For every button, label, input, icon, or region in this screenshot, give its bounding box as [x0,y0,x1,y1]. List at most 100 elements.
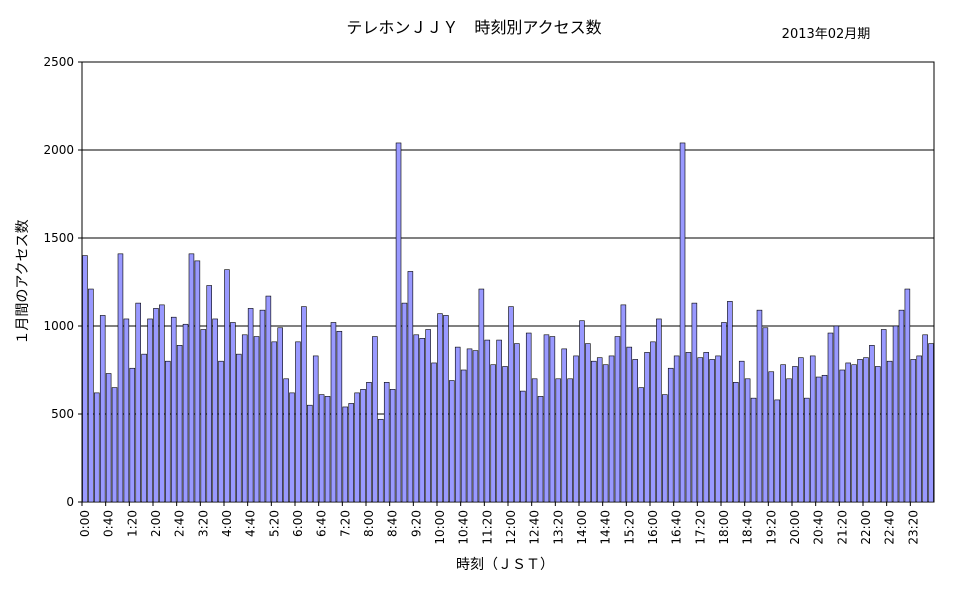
bar [922,334,928,503]
x-tick-label: 16:40 [670,510,684,545]
bar [804,397,810,503]
bar [342,406,349,503]
bar [449,380,455,503]
x-axis-label: 時刻（ＪＳＴ） [456,557,554,573]
bar [490,364,496,503]
x-tick-label: 9:20 [409,510,423,537]
bar [809,355,816,503]
bar [94,392,100,503]
bar [265,295,272,503]
bar [259,309,266,503]
bar [638,387,644,503]
bar [531,378,538,503]
bar [863,357,869,503]
bar [99,315,106,503]
bar [898,309,905,503]
bar [360,389,366,503]
bar [567,378,573,503]
x-tick-label: 11:20 [480,510,494,545]
bar [330,322,337,503]
bar [443,315,449,503]
bar [460,369,467,503]
bar [241,334,248,503]
x-tick-label: 19:20 [764,510,778,545]
bar [165,360,171,503]
bar [188,253,195,503]
bar [389,389,396,503]
x-tick-label: 1:20 [125,510,139,537]
bar [289,392,295,503]
bar [875,366,881,503]
bar [508,306,514,503]
chart-title: テレホンＪＪＹ 時刻別アクセス数 [346,18,601,37]
bar [312,355,319,503]
bar [407,271,414,503]
bar [851,364,857,503]
bar [253,336,260,503]
bar [454,346,461,503]
bar [401,302,408,503]
bar [721,322,727,503]
bar [170,316,177,503]
bar [928,343,934,503]
y-axis-label: １月間のアクセス数 [15,219,31,344]
bar [596,357,603,503]
bar [514,343,520,503]
y-tick-label: 1500 [43,231,74,245]
bar [271,341,278,503]
x-tick-label: 17:20 [693,510,707,545]
bar [283,378,289,503]
bar [537,396,544,503]
bar [141,353,147,503]
x-tick-label: 0:40 [102,510,116,537]
bar [224,269,230,503]
bar [336,330,343,503]
bar [549,336,556,503]
bar [88,288,94,503]
bar [123,318,130,503]
bar [667,367,674,503]
bar [662,394,668,503]
bar [561,348,567,503]
x-tick-label: 18:40 [741,510,755,545]
x-tick-label: 10:00 [433,510,447,545]
x-tick-label: 21:20 [835,510,849,545]
bar [176,345,183,503]
x-tick-label: 6:00 [291,510,305,537]
bar [614,336,621,503]
bar [786,378,792,503]
y-tick-label: 2000 [43,143,74,157]
bar [650,341,656,503]
bar [383,382,390,503]
bar [395,142,402,503]
bar [466,348,473,503]
x-tick-label: 6:40 [315,510,329,537]
bar [715,355,721,503]
bar [857,359,863,503]
bar [478,288,485,503]
bar [839,369,846,503]
bar [602,364,609,503]
bar [608,355,615,503]
x-tick-label: 8:40 [386,510,400,537]
x-tick-label: 12:40 [528,510,542,545]
bar [135,302,141,503]
y-tick-label: 0 [66,495,74,509]
bar [750,397,757,503]
x-tick-label: 10:40 [457,510,471,545]
bar [815,376,822,503]
x-tick-label: 2:40 [173,510,187,537]
x-tick-label: 22:00 [859,510,873,545]
x-tick-label: 20:00 [788,510,802,545]
bar [212,318,218,503]
bar [703,352,709,503]
plot-area [81,61,935,503]
bar [425,329,431,503]
bar [579,320,585,503]
bar [585,343,591,503]
x-tick-label: 3:20 [196,510,210,537]
bar [626,346,633,503]
gridlines [82,149,934,415]
bar [697,357,704,503]
bar [117,253,124,503]
